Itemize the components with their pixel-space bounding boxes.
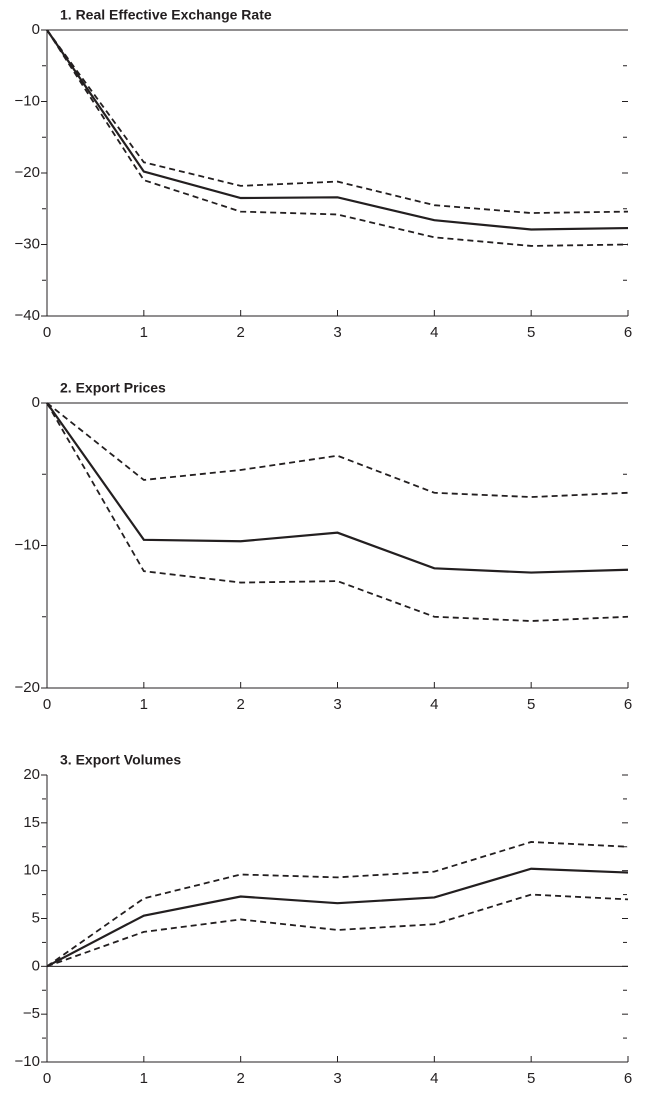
y-tick-label: 20 [23, 766, 40, 783]
y-tick-label: −30 [15, 235, 40, 252]
band-line [46, 29, 629, 214]
x-tick-label: 0 [43, 1070, 51, 1087]
y-tick-label: −40 [15, 307, 40, 324]
x-tick-label: 3 [333, 1070, 341, 1087]
estimate-line [46, 402, 629, 574]
chart-title: 1. Real Effective Exchange Rate [60, 7, 272, 23]
x-tick-label: 3 [333, 696, 341, 713]
y-tick-label: 0 [32, 21, 40, 38]
y-tick-label: 5 [32, 909, 40, 926]
y-tick-label: −10 [15, 536, 40, 553]
y-tick-label: 0 [32, 957, 40, 974]
band-line [46, 841, 629, 968]
x-tick-label: 5 [527, 324, 535, 341]
x-tick-label: 2 [236, 324, 244, 341]
x-tick-label: 2 [236, 696, 244, 713]
x-tick-label: 4 [430, 324, 438, 341]
band-line [46, 402, 629, 498]
y-tick-label: 0 [32, 394, 40, 411]
x-tick-label: 6 [624, 696, 632, 713]
chart-title: 3. Export Volumes [60, 752, 181, 768]
chart-title: 2. Export Prices [60, 380, 166, 396]
x-tick-label: 4 [430, 1070, 438, 1087]
band-line [46, 893, 629, 968]
y-tick-label: −10 [15, 1053, 40, 1070]
estimate-line [46, 29, 629, 231]
x-tick-label: 4 [430, 696, 438, 713]
x-tick-label: 6 [624, 324, 632, 341]
x-tick-label: 0 [43, 324, 51, 341]
x-tick-label: 3 [333, 324, 341, 341]
y-tick-label: 10 [23, 862, 40, 879]
y-tick-label: −5 [23, 1005, 40, 1022]
estimate-line [46, 867, 629, 968]
band-line [46, 29, 629, 247]
x-tick-label: 0 [43, 696, 51, 713]
x-tick-label: 5 [527, 1070, 535, 1087]
y-tick-label: −10 [15, 92, 40, 109]
x-tick-label: 6 [624, 1070, 632, 1087]
x-tick-label: 5 [527, 696, 535, 713]
y-tick-label: −20 [15, 164, 40, 181]
x-tick-label: 1 [140, 696, 148, 713]
x-tick-label: 1 [140, 324, 148, 341]
y-tick-label: 15 [23, 814, 40, 831]
x-tick-label: 1 [140, 1070, 148, 1087]
band-line [46, 402, 629, 622]
y-tick-label: −20 [15, 679, 40, 696]
x-tick-label: 2 [236, 1070, 244, 1087]
